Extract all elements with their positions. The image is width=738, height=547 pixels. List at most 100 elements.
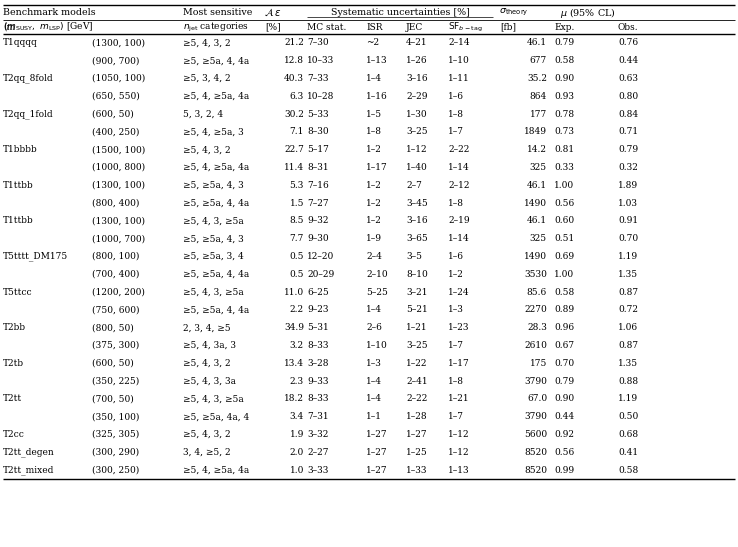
Text: 5600: 5600 bbox=[524, 430, 547, 439]
Text: 0.91: 0.91 bbox=[618, 217, 638, 225]
Text: 1–27: 1–27 bbox=[366, 448, 387, 457]
Text: 10–33: 10–33 bbox=[307, 56, 334, 65]
Text: 8–10: 8–10 bbox=[406, 270, 428, 279]
Text: T2tt: T2tt bbox=[3, 394, 22, 403]
Text: 1–8: 1–8 bbox=[448, 376, 464, 386]
Text: 1–6: 1–6 bbox=[448, 92, 464, 101]
Text: 1–6: 1–6 bbox=[448, 252, 464, 261]
Text: Benchmark models: Benchmark models bbox=[3, 8, 96, 17]
Text: [fb]: [fb] bbox=[500, 22, 516, 32]
Text: 0.50: 0.50 bbox=[618, 412, 638, 421]
Text: 325: 325 bbox=[530, 163, 547, 172]
Text: 1–28: 1–28 bbox=[406, 412, 427, 421]
Text: 5–17: 5–17 bbox=[307, 145, 329, 154]
Text: 1.35: 1.35 bbox=[618, 270, 638, 279]
Text: 2270: 2270 bbox=[524, 305, 547, 315]
Text: 1.19: 1.19 bbox=[618, 394, 638, 403]
Text: $\mu$ (95% CL): $\mu$ (95% CL) bbox=[560, 5, 615, 20]
Text: 11.4: 11.4 bbox=[284, 163, 304, 172]
Text: 85.6: 85.6 bbox=[527, 288, 547, 296]
Text: 677: 677 bbox=[530, 56, 547, 65]
Text: Systematic uncertainties [%]: Systematic uncertainties [%] bbox=[331, 8, 469, 17]
Text: 1490: 1490 bbox=[524, 199, 547, 208]
Text: 0.44: 0.44 bbox=[618, 56, 638, 65]
Text: 7–27: 7–27 bbox=[307, 199, 328, 208]
Text: 0.58: 0.58 bbox=[554, 288, 574, 296]
Text: 7–33: 7–33 bbox=[307, 74, 328, 83]
Text: 0.88: 0.88 bbox=[618, 376, 638, 386]
Text: 1–21: 1–21 bbox=[406, 323, 427, 332]
Text: 3–5: 3–5 bbox=[406, 252, 422, 261]
Text: 0.70: 0.70 bbox=[554, 359, 574, 368]
Text: 0.56: 0.56 bbox=[554, 448, 574, 457]
Text: 0.92: 0.92 bbox=[554, 430, 574, 439]
Text: 3530: 3530 bbox=[524, 270, 547, 279]
Text: 1490: 1490 bbox=[524, 252, 547, 261]
Text: T1qqqq: T1qqqq bbox=[3, 38, 38, 48]
Text: 0.69: 0.69 bbox=[554, 252, 574, 261]
Text: 3–45: 3–45 bbox=[406, 199, 428, 208]
Text: ≥5, 4, 3, 2: ≥5, 4, 3, 2 bbox=[183, 430, 230, 439]
Text: 6–25: 6–25 bbox=[307, 288, 328, 296]
Text: 1–8: 1–8 bbox=[366, 127, 382, 136]
Text: 1–5: 1–5 bbox=[366, 109, 382, 119]
Text: ≥5, ≥5a, 4, 4a: ≥5, ≥5a, 4, 4a bbox=[183, 199, 249, 208]
Text: 1–2: 1–2 bbox=[366, 145, 382, 154]
Text: 0.41: 0.41 bbox=[618, 448, 638, 457]
Text: 0.87: 0.87 bbox=[618, 288, 638, 296]
Text: (900, 700): (900, 700) bbox=[92, 56, 139, 65]
Text: 3–21: 3–21 bbox=[406, 288, 427, 296]
Text: ≥5, 4, 3, ≥5a: ≥5, 4, 3, ≥5a bbox=[183, 394, 244, 403]
Text: 0.84: 0.84 bbox=[618, 109, 638, 119]
Text: 5.3: 5.3 bbox=[289, 181, 304, 190]
Text: 1.89: 1.89 bbox=[618, 181, 638, 190]
Text: 1–30: 1–30 bbox=[406, 109, 427, 119]
Text: 0.44: 0.44 bbox=[554, 412, 574, 421]
Text: (400, 250): (400, 250) bbox=[92, 127, 139, 136]
Text: 0.56: 0.56 bbox=[554, 199, 574, 208]
Text: 0.90: 0.90 bbox=[554, 394, 574, 403]
Text: 35.2: 35.2 bbox=[527, 74, 547, 83]
Text: (m: (m bbox=[3, 22, 15, 32]
Text: 1–14: 1–14 bbox=[448, 163, 470, 172]
Text: 0.76: 0.76 bbox=[618, 38, 638, 48]
Text: (800, 50): (800, 50) bbox=[92, 323, 134, 332]
Text: 1–12: 1–12 bbox=[406, 145, 427, 154]
Text: 1–8: 1–8 bbox=[448, 109, 464, 119]
Text: 1–22: 1–22 bbox=[406, 359, 427, 368]
Text: 0.79: 0.79 bbox=[618, 145, 638, 154]
Text: 0.70: 0.70 bbox=[618, 234, 638, 243]
Text: 8–33: 8–33 bbox=[307, 341, 328, 350]
Text: $(m_{\mathrm{SUSY}},\ m_{\mathrm{LSP}})$ [GeV]: $(m_{\mathrm{SUSY}},\ m_{\mathrm{LSP}})$… bbox=[3, 21, 94, 33]
Text: 0.96: 0.96 bbox=[554, 323, 574, 332]
Text: 0.89: 0.89 bbox=[554, 305, 574, 315]
Text: T2tb: T2tb bbox=[3, 359, 24, 368]
Text: 1–27: 1–27 bbox=[366, 465, 387, 475]
Text: ≥5, ≥5a, 4, 4a: ≥5, ≥5a, 4, 4a bbox=[183, 56, 249, 65]
Text: 1–3: 1–3 bbox=[448, 305, 464, 315]
Text: 1–2: 1–2 bbox=[366, 217, 382, 225]
Text: MC stat.: MC stat. bbox=[307, 22, 346, 32]
Text: Most sensitive: Most sensitive bbox=[183, 8, 252, 17]
Text: 67.0: 67.0 bbox=[527, 394, 547, 403]
Text: 1–1: 1–1 bbox=[366, 412, 382, 421]
Text: ≥5, ≥5a, 4, 4a: ≥5, ≥5a, 4, 4a bbox=[183, 305, 249, 315]
Text: 9–32: 9–32 bbox=[307, 217, 328, 225]
Text: (700, 400): (700, 400) bbox=[92, 270, 139, 279]
Text: T2bb: T2bb bbox=[3, 323, 26, 332]
Text: 6.3: 6.3 bbox=[290, 92, 304, 101]
Text: 1–24: 1–24 bbox=[448, 288, 469, 296]
Text: 1–17: 1–17 bbox=[366, 163, 387, 172]
Text: 864: 864 bbox=[530, 92, 547, 101]
Text: 2–14: 2–14 bbox=[448, 38, 469, 48]
Text: 1–11: 1–11 bbox=[448, 74, 470, 83]
Text: 0.80: 0.80 bbox=[618, 92, 638, 101]
Text: 2–22: 2–22 bbox=[448, 145, 469, 154]
Text: ≥5, 4, ≥5a, 4a: ≥5, 4, ≥5a, 4a bbox=[183, 163, 249, 172]
Text: T2qq_1fold: T2qq_1fold bbox=[3, 109, 54, 119]
Text: 40.3: 40.3 bbox=[284, 74, 304, 83]
Text: 0.5: 0.5 bbox=[289, 270, 304, 279]
Text: 2–19: 2–19 bbox=[448, 217, 469, 225]
Text: 9–23: 9–23 bbox=[307, 305, 328, 315]
Text: 0.32: 0.32 bbox=[618, 163, 638, 172]
